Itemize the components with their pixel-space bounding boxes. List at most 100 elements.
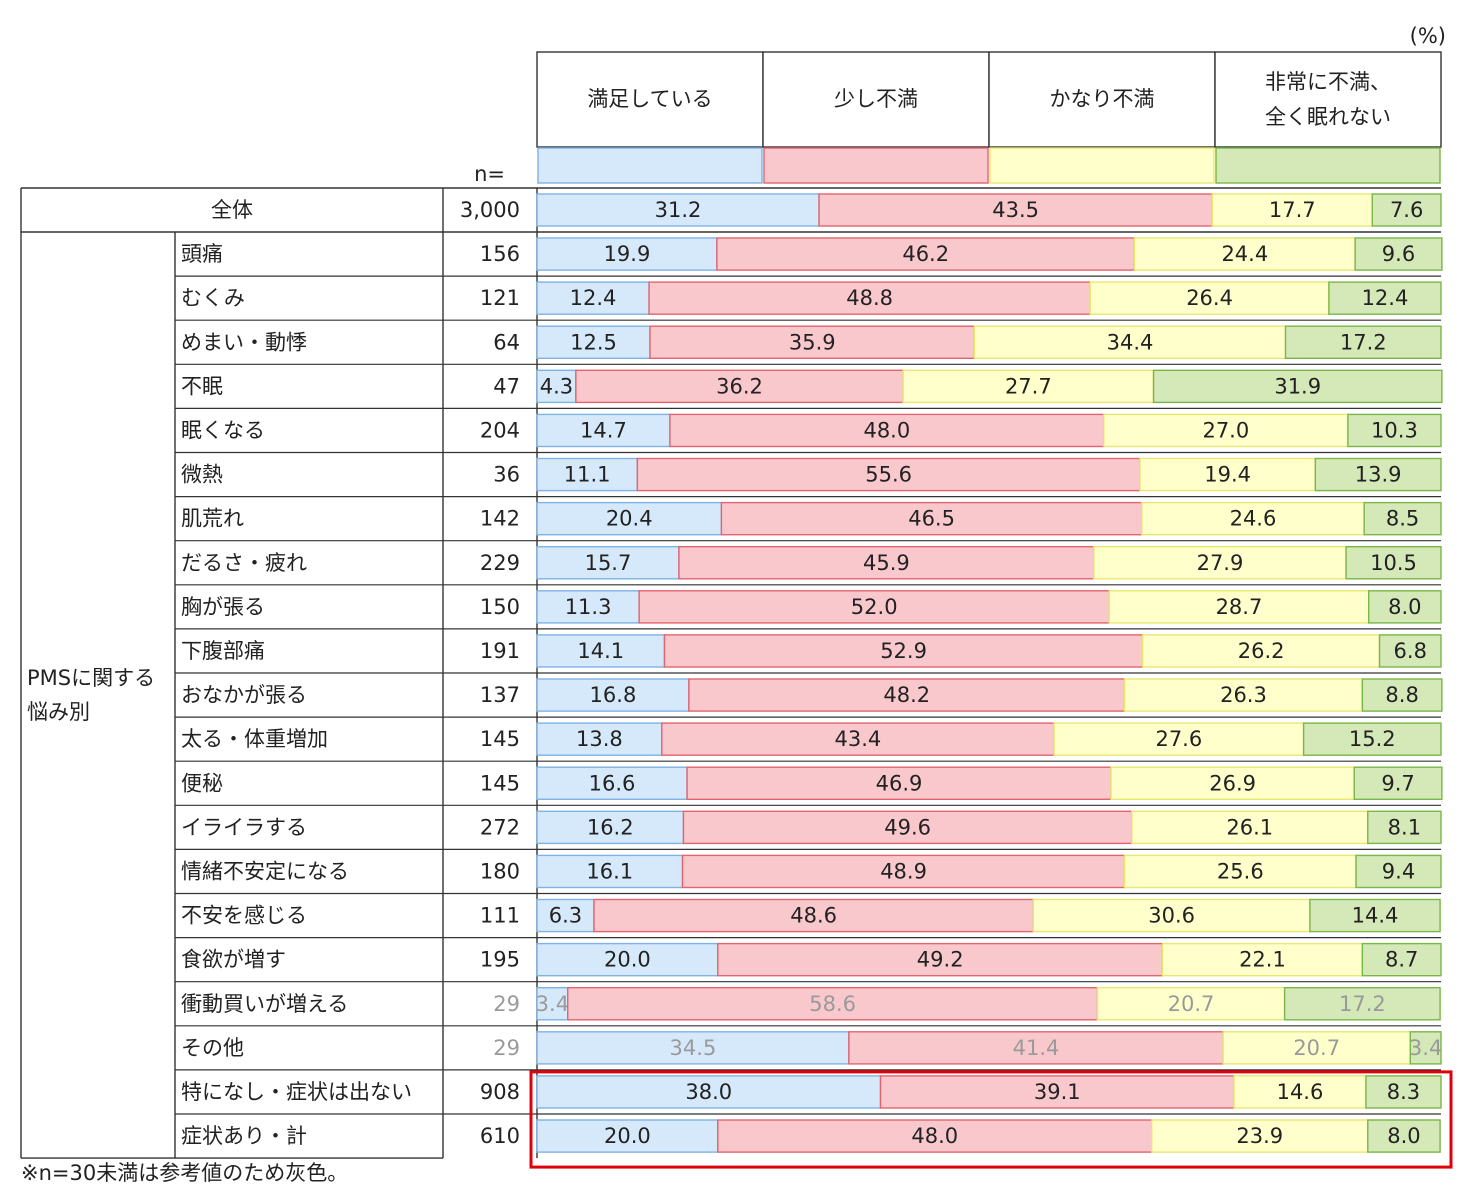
row-label: 頭痛 (181, 242, 223, 266)
row-n: 229 (480, 551, 520, 575)
bar-value-label: 27.0 (1202, 418, 1249, 442)
bar-segment (688, 678, 1126, 712)
bar-segment (536, 898, 595, 933)
bar-value-label: 46.2 (902, 242, 949, 266)
bar-value-label: 28.7 (1216, 595, 1263, 619)
bar-segment (1141, 501, 1365, 536)
bar-value-label: 48.8 (846, 286, 893, 310)
row-n: 195 (480, 948, 520, 972)
bar-value-label: 26.4 (1186, 286, 1233, 310)
bar-segment (669, 413, 1105, 448)
bar-segment (567, 987, 1099, 1021)
bar-segment (1283, 987, 1441, 1021)
bar-value-label: 11.3 (565, 595, 612, 619)
bar-value-label: 30.6 (1148, 904, 1195, 928)
bar-segment (593, 898, 1034, 933)
bar-segment (1161, 942, 1364, 977)
row-label: 胸が張る (181, 595, 265, 619)
bar-value-label: 19.9 (604, 242, 651, 266)
bar-segment (1133, 237, 1356, 271)
bar-value-label: 48.0 (911, 1124, 958, 1148)
bar-value-label: 16.1 (586, 859, 633, 883)
bar-value-label: 49.6 (884, 815, 931, 839)
bar-value-label: 20.0 (604, 948, 651, 972)
legend-header-cell (988, 51, 1216, 148)
bar-segment (1222, 1031, 1411, 1065)
row-label: 太る・体重増加 (181, 727, 328, 751)
row-n: 29 (493, 992, 520, 1016)
row-n: 180 (480, 859, 520, 883)
legend-label-line: 非常に不満、 (1265, 70, 1391, 94)
bar-segment (1371, 193, 1442, 227)
row-n: 137 (480, 683, 520, 707)
row-n: 908 (480, 1080, 520, 1104)
bar-segment (536, 942, 719, 977)
row-n: 121 (480, 286, 520, 310)
bar-value-label: 43.5 (992, 198, 1039, 222)
bar-value-label: 20.4 (606, 507, 653, 531)
bar-value-label: 49.2 (917, 948, 964, 972)
bar-value-label: 48.2 (883, 683, 930, 707)
bar-value-label: 8.0 (1387, 1124, 1420, 1148)
bar-value-label: 15.7 (585, 551, 632, 575)
bar-segment (686, 766, 1112, 801)
row-label: 下腹部痛 (181, 639, 265, 663)
bar-segment (661, 722, 1055, 756)
row-label: 衝動買いが増える (181, 992, 348, 1016)
bar-segment (1314, 457, 1442, 492)
row-label: おなかが張る (181, 683, 307, 707)
row-n: 191 (480, 639, 520, 663)
bar-value-label: 26.2 (1238, 639, 1285, 663)
bar-segment (649, 325, 976, 360)
row-label: めまい・動悸 (181, 330, 307, 354)
bar-segment (575, 369, 904, 404)
bar-segment (536, 413, 671, 448)
row-n: 204 (480, 418, 520, 442)
bar-value-label: 15.2 (1349, 727, 1396, 751)
bar-value-label: 14.7 (580, 418, 627, 442)
bar-value-label: 3.4 (536, 992, 569, 1016)
row-label: だるさ・疲れ (181, 551, 307, 575)
bar-segment (1103, 413, 1349, 448)
bar-value-label: 45.9 (863, 551, 910, 575)
bar-value-label: 16.2 (587, 815, 634, 839)
legend-swatch (763, 147, 989, 184)
bar-segment (638, 590, 1110, 624)
bar-segment (536, 1031, 850, 1065)
bar-value-label: 48.0 (863, 418, 910, 442)
bar-value-label: 36.2 (716, 374, 763, 398)
bar-segment (536, 810, 685, 845)
row-label: 眠くなる (181, 418, 265, 442)
bar-segment (1354, 237, 1443, 271)
bar-segment (1032, 898, 1311, 933)
row-label: 肌荒れ (181, 507, 244, 531)
bar-segment (1328, 281, 1442, 315)
row-n: 610 (480, 1124, 520, 1148)
bar-segment (1365, 1075, 1442, 1109)
bar-value-label: 38.0 (685, 1080, 732, 1104)
bar-value-label: 31.2 (655, 198, 702, 222)
bar-segment (648, 281, 1091, 315)
bar-value-label: 58.6 (809, 992, 856, 1016)
row-label: 特になし・症状は出ない (181, 1080, 412, 1104)
bar-segment (1141, 634, 1381, 668)
bar-segment (536, 854, 684, 889)
bar-value-label: 12.4 (1362, 286, 1409, 310)
legend-swatch (1215, 147, 1441, 184)
bar-value-label: 17.2 (1339, 992, 1386, 1016)
bar-segment (1367, 590, 1442, 624)
bar-value-label: 8.5 (1386, 507, 1419, 531)
bar-value-label: 48.6 (790, 904, 837, 928)
row-n: 36 (493, 463, 520, 487)
bar-value-label: 39.1 (1034, 1080, 1081, 1104)
bar-segment (536, 1075, 882, 1109)
row-label: 便秘 (181, 771, 223, 795)
bar-value-label: 13.8 (576, 727, 623, 751)
total-row-n: 3,000 (460, 198, 520, 222)
legend-label-line: 全く眠れない (1265, 105, 1391, 129)
row-label: イライラする (181, 815, 307, 839)
bar-segment (1345, 546, 1442, 580)
bar-value-label: 9.6 (1382, 242, 1415, 266)
bar-segment (536, 369, 577, 404)
bar-value-label: 24.6 (1230, 507, 1277, 531)
